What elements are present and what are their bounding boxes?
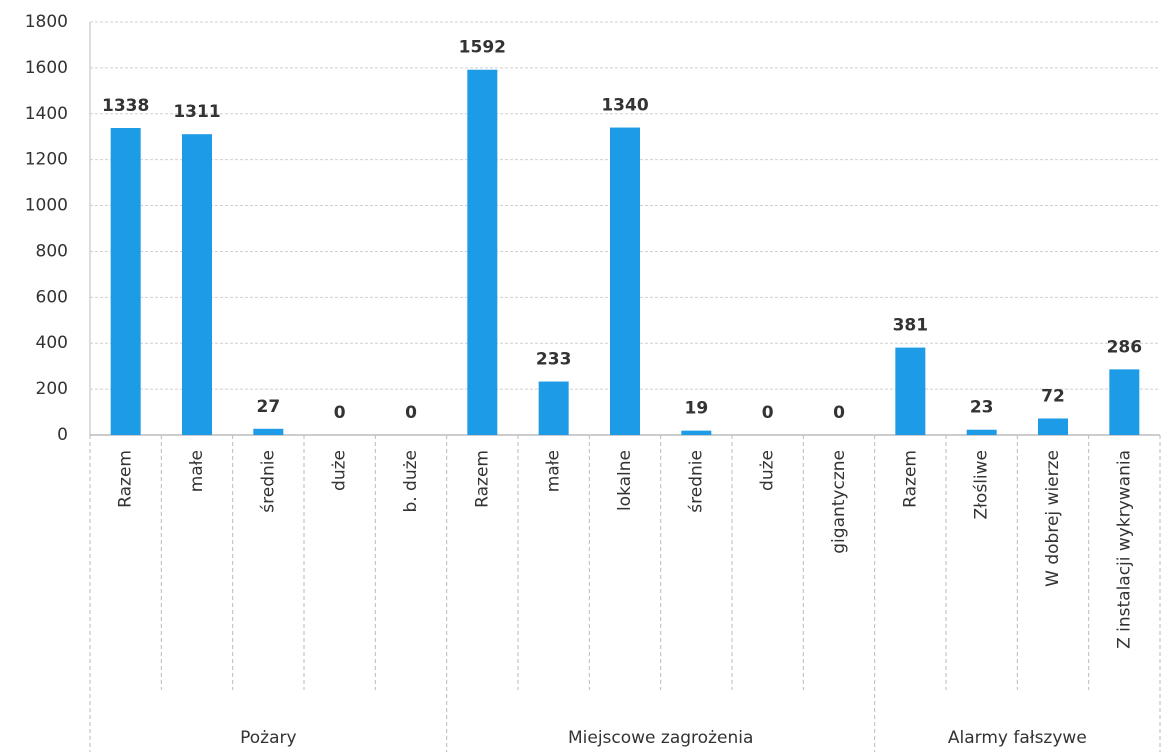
x-tick-label: Razem bbox=[472, 450, 492, 508]
bar bbox=[966, 429, 997, 435]
x-tick-label: lokalne bbox=[615, 450, 635, 511]
data-label: 72 bbox=[1041, 386, 1065, 406]
group-label: Pożary bbox=[240, 728, 296, 748]
data-label: 381 bbox=[893, 316, 929, 336]
bar bbox=[538, 381, 569, 435]
bar bbox=[253, 428, 284, 435]
y-tick-label: 400 bbox=[36, 333, 68, 353]
data-label: 0 bbox=[405, 403, 417, 423]
y-tick-label: 1000 bbox=[25, 196, 68, 216]
data-label: 0 bbox=[762, 403, 774, 423]
x-tick-label: duże bbox=[330, 450, 350, 491]
y-tick-label: 0 bbox=[57, 425, 68, 445]
data-label: 27 bbox=[256, 397, 280, 417]
data-label: 1311 bbox=[173, 102, 220, 122]
bar bbox=[610, 127, 640, 436]
data-label: 0 bbox=[334, 403, 346, 423]
y-tick-label: 1200 bbox=[25, 150, 68, 170]
data-label: 1592 bbox=[459, 38, 506, 58]
bar bbox=[1109, 369, 1140, 435]
bar bbox=[467, 69, 498, 436]
y-tick-label: 1400 bbox=[25, 104, 68, 124]
x-tick-label: Razem bbox=[116, 450, 136, 508]
bar bbox=[681, 430, 712, 435]
x-tick-label: małe bbox=[544, 450, 564, 492]
bar bbox=[182, 134, 212, 435]
x-tick-label: średnie bbox=[686, 450, 706, 513]
y-tick-label: 1800 bbox=[25, 12, 68, 32]
group-label: Miejscowe zagrożenia bbox=[568, 728, 753, 748]
x-tick-label: Razem bbox=[900, 450, 920, 508]
data-label: 1340 bbox=[601, 96, 648, 116]
data-label: 19 bbox=[684, 399, 708, 419]
group-label: Alarmy fałszywe bbox=[948, 728, 1087, 748]
x-tick-label: Złośliwe bbox=[972, 450, 992, 520]
data-label: 1338 bbox=[102, 96, 149, 116]
x-tick-label: duże bbox=[758, 450, 778, 491]
x-tick-label: średnie bbox=[258, 450, 278, 513]
x-tick-label: W dobrej wierze bbox=[1043, 450, 1063, 587]
bar bbox=[110, 128, 141, 435]
bar bbox=[1038, 418, 1068, 435]
x-tick-label: gigantyczne bbox=[829, 450, 849, 554]
data-label: 233 bbox=[536, 350, 572, 370]
x-tick-label: Z instalacji wykrywania bbox=[1114, 450, 1134, 649]
x-tick-label: b. duże bbox=[401, 450, 421, 513]
data-label: 0 bbox=[833, 403, 845, 423]
data-label: 23 bbox=[970, 398, 994, 418]
y-tick-label: 1600 bbox=[25, 58, 68, 78]
x-tick-label: małe bbox=[187, 450, 207, 492]
y-tick-label: 800 bbox=[36, 241, 68, 261]
data-label: 286 bbox=[1107, 337, 1143, 357]
bar bbox=[895, 347, 926, 435]
y-tick-label: 600 bbox=[36, 287, 68, 307]
y-tick-label: 200 bbox=[36, 379, 68, 399]
